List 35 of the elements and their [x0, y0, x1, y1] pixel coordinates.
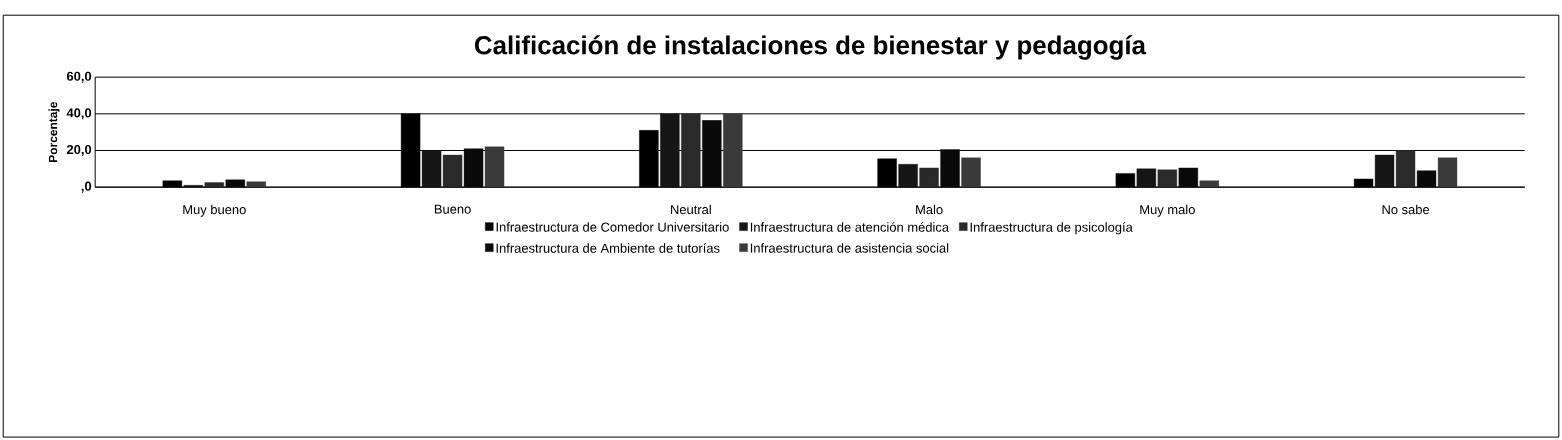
- x-tick-label: Neutral: [671, 204, 711, 215]
- bar: [204, 182, 225, 188]
- x-tick-label: Muy bueno: [183, 204, 246, 217]
- bar: [898, 163, 918, 188]
- y-tick-label: ,0: [81, 181, 92, 193]
- bar: [421, 150, 442, 188]
- x-tick-label: Bueno: [434, 204, 471, 214]
- y-tick-label: 60,0: [66, 71, 92, 83]
- bar: [442, 154, 463, 188]
- bar: [1136, 168, 1157, 188]
- legend-label: Infraestructura de Ambiente de tutorías: [496, 243, 720, 253]
- bar: [246, 181, 266, 188]
- bar: [1416, 170, 1437, 188]
- bar: [1157, 169, 1178, 188]
- bar: [1437, 157, 1458, 188]
- x-tick-label: Muy malo: [1140, 204, 1195, 217]
- y-axis-title: Porcentaje: [48, 101, 60, 162]
- x-tick-label: No sabe: [1382, 204, 1430, 215]
- bar: [919, 167, 939, 188]
- legend-label: Infraestructura de atención médica: [750, 221, 950, 232]
- bar: [1199, 180, 1220, 188]
- legend-label: Infraestructura de Comedor Universitario: [496, 222, 729, 232]
- bar: [660, 113, 680, 188]
- bar: [484, 146, 505, 188]
- bar: [681, 113, 701, 188]
- chart-title: Calificación de instalaciones de bienestar y pedagogía: [474, 35, 1147, 60]
- bar: [961, 157, 981, 188]
- legend-label: Infraestructura de asistencia social: [750, 243, 949, 253]
- y-tick-label: 20,0: [66, 144, 92, 156]
- legend-label: Infraestructura de psicología: [970, 221, 1133, 235]
- x-tick-label: Malo: [916, 204, 943, 215]
- y-tick-label: 40,0: [66, 108, 92, 120]
- bar: [1374, 154, 1395, 188]
- bar: [1395, 150, 1416, 188]
- bar: [723, 113, 743, 188]
